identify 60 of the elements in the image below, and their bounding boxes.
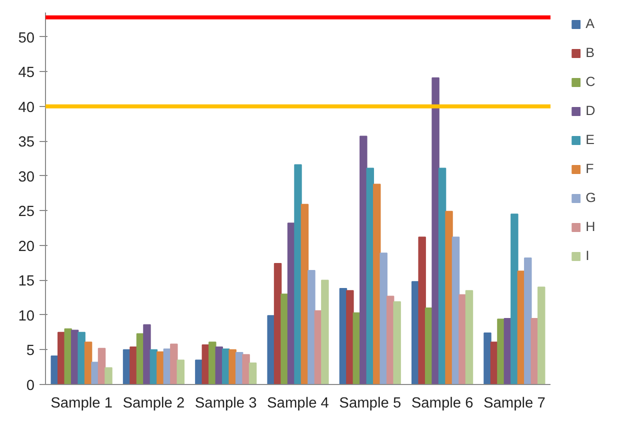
bar	[267, 315, 275, 384]
bar	[143, 324, 151, 384]
bar	[84, 342, 92, 384]
bar	[484, 332, 492, 384]
bar	[510, 214, 518, 384]
x-tick-label: Sample 2	[122, 396, 185, 412]
y-tick-label: 15	[18, 274, 35, 290]
legend-label: E	[586, 132, 596, 147]
y-tick-label: 0	[26, 378, 35, 394]
y-tick-label: 5	[26, 343, 35, 360]
bar	[418, 236, 426, 384]
x-tick-label: Sample 4	[267, 396, 329, 412]
bar	[228, 349, 236, 384]
legend-label: G	[586, 190, 596, 205]
bar	[208, 342, 216, 384]
bar	[445, 210, 453, 384]
y-tick-label: 40	[18, 100, 35, 116]
x-tick-label: Sample 1	[50, 396, 113, 412]
bar	[393, 301, 401, 384]
bar	[248, 362, 257, 384]
bar	[537, 286, 546, 384]
bar	[524, 257, 532, 384]
bar	[360, 136, 368, 384]
y-tick-label: 45	[18, 65, 35, 82]
legend-label: A	[586, 16, 596, 31]
legend-label: D	[586, 103, 596, 118]
x-tick-label: Sample 6	[411, 396, 474, 412]
bar	[170, 344, 178, 384]
y-tick-label: 35	[18, 134, 35, 151]
legend-label: I	[586, 248, 590, 263]
legend-label: H	[586, 219, 596, 234]
y-tick-label: 50	[18, 30, 35, 46]
bar	[294, 164, 302, 384]
bar	[78, 332, 86, 384]
y-tick-label: 10	[18, 308, 35, 324]
bar	[195, 360, 203, 384]
legend-label: B	[586, 45, 596, 60]
x-tick-label: Sample 3	[194, 396, 257, 412]
bar	[380, 252, 388, 384]
bar	[98, 348, 106, 384]
legend-label: C	[586, 74, 596, 89]
bar	[465, 290, 474, 384]
bar	[104, 367, 112, 384]
bar	[242, 354, 250, 384]
bar	[346, 290, 354, 384]
legend-label: F	[586, 161, 595, 176]
y-tick-label: 20	[18, 238, 35, 255]
bar	[458, 294, 466, 384]
bar	[280, 294, 288, 384]
bar	[497, 318, 505, 384]
x-tick-label: Sample 5	[339, 396, 402, 412]
y-tick-label: 30	[18, 169, 35, 186]
bar	[176, 360, 185, 384]
bar	[432, 77, 440, 384]
bar	[64, 328, 72, 384]
x-tick-label: Sample 7	[483, 396, 546, 412]
y-tick-label: 25	[18, 204, 35, 220]
bar	[91, 362, 99, 384]
bar	[308, 270, 316, 384]
bar	[321, 280, 329, 384]
